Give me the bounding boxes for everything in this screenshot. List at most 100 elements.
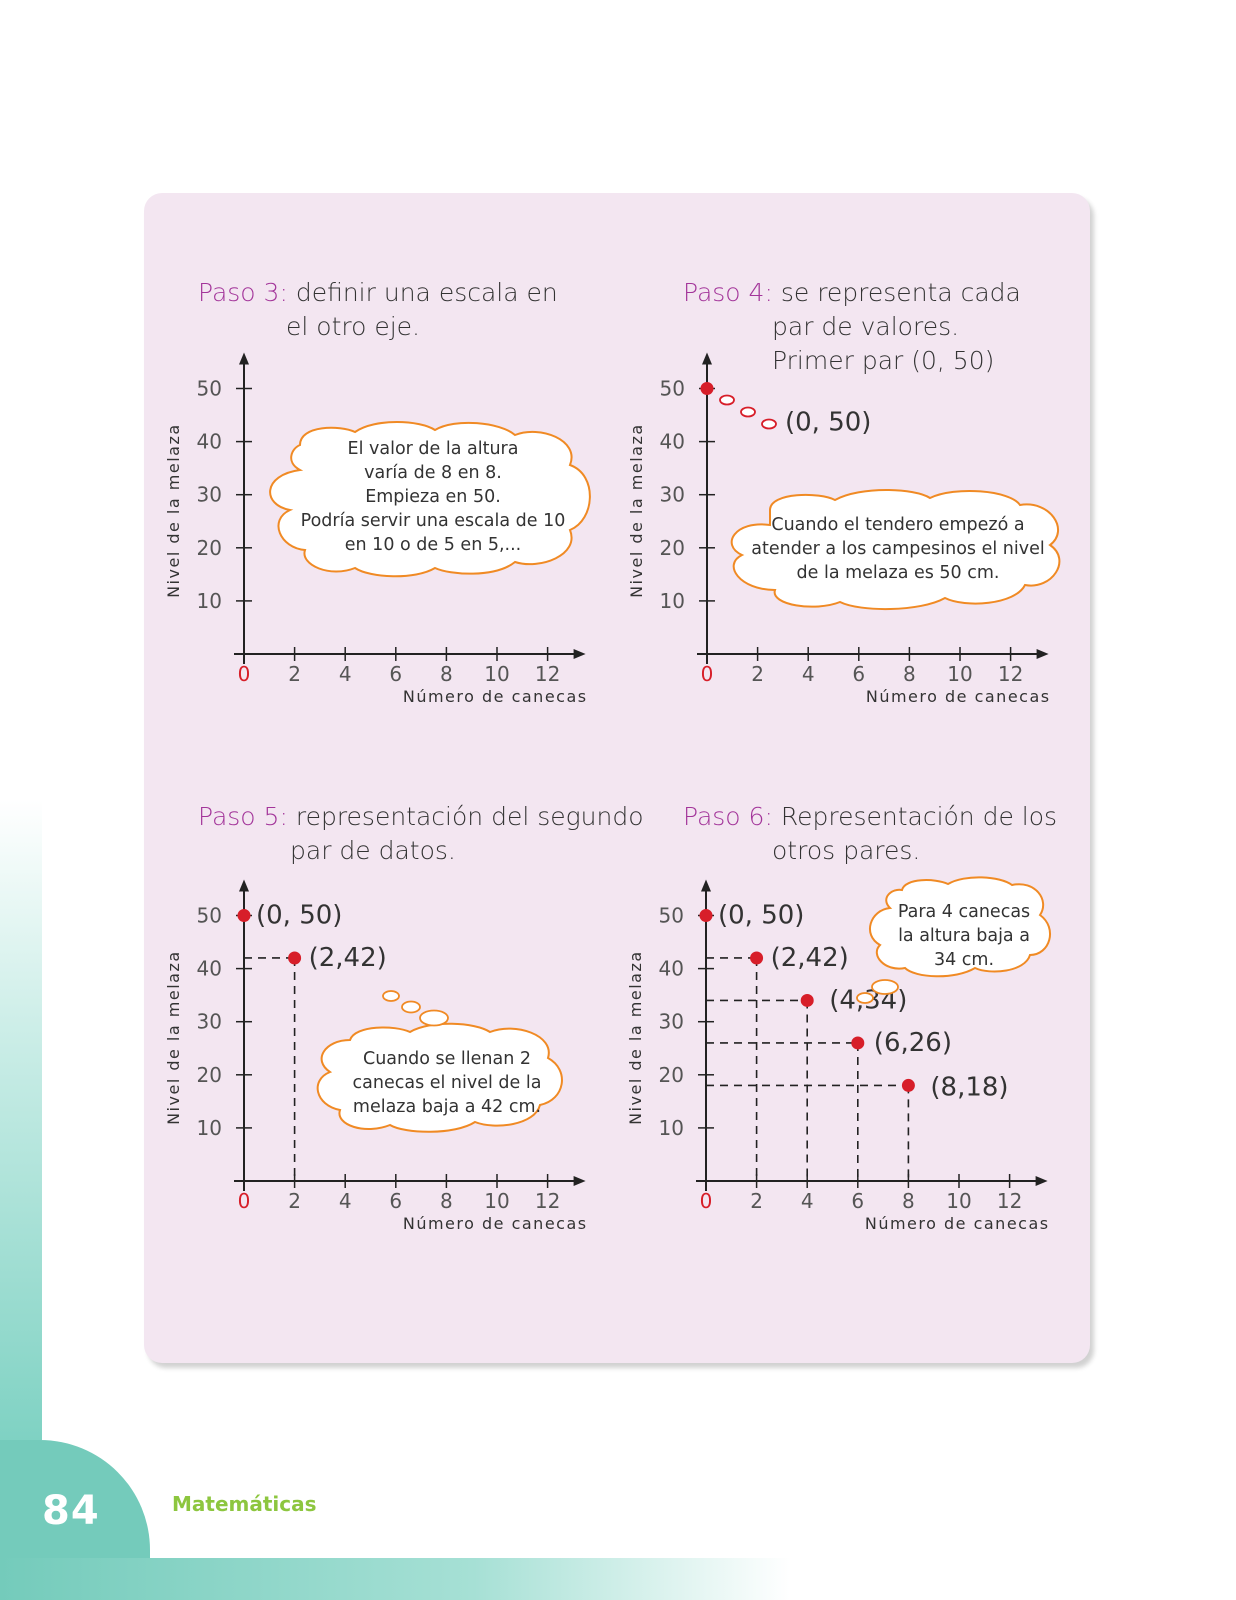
step-6-text-2: otros pares. — [772, 836, 921, 865]
bubble-5-line-2: canecas el nivel de la — [353, 1073, 542, 1093]
data-point-label: (0, 50) — [718, 901, 804, 931]
step-5-heading: Paso 5: representación del segundo par d… — [198, 800, 644, 868]
page-number: 84 — [42, 1488, 100, 1534]
y-tick-label: 40 — [197, 430, 222, 454]
y-tick-label: 50 — [659, 904, 684, 928]
step-4-heading: Paso 4: se representa cada par de valore… — [683, 276, 1021, 378]
trail-dot — [761, 418, 777, 430]
x-tick-label: 4 — [339, 1189, 352, 1213]
y-tick-label: 50 — [197, 377, 222, 401]
x-tick-label: 8 — [902, 1189, 915, 1213]
step-4-text-2: par de valores. — [772, 312, 960, 341]
data-point-label: (0, 50) — [256, 901, 342, 931]
x-tick-label: 6 — [851, 1189, 864, 1213]
x-tick-label: 10 — [946, 1189, 971, 1213]
bubble-3-line-2: varía de 8 en 8. — [364, 463, 502, 483]
y-tick-label: 20 — [660, 536, 685, 560]
bubble-3-line-5: en 10 o de 5 en 5,... — [345, 535, 521, 555]
x-tick-label: 12 — [535, 662, 560, 686]
step-3-label: Paso 3 — [198, 278, 280, 307]
y-tick-label: 40 — [659, 957, 684, 981]
bubble-4-line-1: Cuando el tendero empezó a — [771, 515, 1024, 535]
step-3-text-1: definir una escala en — [295, 278, 558, 307]
trail-dot — [401, 1000, 421, 1014]
origin-label: 0 — [238, 662, 251, 686]
step-6-label: Paso 6 — [683, 802, 765, 831]
y-tick-label: 30 — [197, 483, 222, 507]
x-axis-arrow — [573, 649, 586, 659]
x-axis-title: Número de canecas — [403, 687, 588, 706]
x-tick-label: 6 — [389, 1189, 402, 1213]
y-tick-label: 20 — [659, 1063, 684, 1087]
x-tick-label: 6 — [389, 662, 402, 686]
y-tick-label: 50 — [660, 377, 685, 401]
y-axis-title: Nivel de la melaza — [164, 423, 183, 598]
x-tick-label: 12 — [998, 662, 1023, 686]
x-tick-label: 10 — [484, 1189, 509, 1213]
x-tick-label: 12 — [997, 1189, 1022, 1213]
bubble-6-line-3: 34 cm. — [934, 950, 994, 970]
y-tick-label: 30 — [197, 1010, 222, 1034]
x-tick-label: 8 — [440, 662, 453, 686]
bubble-6-line-1: Para 4 canecas — [898, 902, 1030, 922]
bubble-6-line-2: la altura baja a — [898, 926, 1030, 946]
x-tick-label: 2 — [751, 662, 764, 686]
trail-dot — [871, 979, 899, 995]
data-point — [851, 1036, 865, 1050]
step-4-text-3: Primer par (0, 50) — [772, 346, 995, 375]
data-point — [288, 951, 302, 965]
x-tick-label: 10 — [484, 662, 509, 686]
y-axis-arrow — [239, 352, 249, 365]
y-tick-label: 40 — [197, 957, 222, 981]
step-5-text-1: representación del segundo — [295, 802, 644, 831]
bubble-5-line-3: melaza baja a 42 cm. — [353, 1097, 541, 1117]
data-point-label: (6,26) — [874, 1028, 952, 1058]
y-tick-label: 10 — [197, 589, 222, 613]
trail-dot — [740, 406, 756, 418]
decor-bottom-bar — [0, 1558, 790, 1600]
data-point-label: (8,18) — [930, 1072, 1008, 1102]
x-axis-title: Número de canecas — [403, 1214, 588, 1233]
data-point — [750, 951, 764, 965]
step-6-heading: Paso 6: Representación de los otros pare… — [683, 800, 1057, 868]
x-tick-label: 4 — [802, 662, 815, 686]
x-axis-arrow — [573, 1176, 586, 1186]
x-axis-arrow — [1036, 649, 1049, 659]
x-tick-label: 2 — [750, 1189, 763, 1213]
y-axis-arrow — [239, 879, 249, 892]
y-tick-label: 50 — [197, 904, 222, 928]
subject-label: Matemáticas — [172, 1492, 317, 1516]
bubble-5-line-1: Cuando se llenan 2 — [363, 1049, 531, 1069]
y-axis-title: Nivel de la melaza — [627, 423, 646, 598]
x-axis-title: Número de canecas — [865, 1214, 1050, 1233]
decor-teal-strip — [0, 800, 42, 1440]
y-axis-title: Nivel de la melaza — [164, 950, 183, 1125]
data-point-label: (2,42) — [309, 943, 387, 973]
x-tick-label: 2 — [288, 662, 301, 686]
x-tick-label: 4 — [801, 1189, 814, 1213]
content-panel — [144, 193, 1090, 1363]
y-tick-label: 10 — [659, 1116, 684, 1140]
y-tick-label: 20 — [197, 536, 222, 560]
y-tick-label: 30 — [659, 1010, 684, 1034]
y-axis-arrow — [701, 879, 711, 892]
data-point — [800, 993, 814, 1007]
y-axis-title: Nivel de la melaza — [626, 950, 645, 1125]
data-point — [699, 909, 713, 922]
bubble-3-line-1: El valor de la altura — [348, 439, 519, 459]
x-tick-label: 10 — [947, 662, 972, 686]
trail-dot — [419, 1009, 449, 1027]
bubble-3-line-3: Empieza en 50. — [365, 487, 501, 507]
x-tick-label: 4 — [339, 662, 352, 686]
data-point — [700, 382, 714, 395]
x-tick-label: 6 — [852, 662, 865, 686]
step-4-text-1: se representa cada — [780, 278, 1021, 307]
trail-dot — [382, 990, 400, 1002]
y-axis-arrow — [702, 352, 712, 365]
